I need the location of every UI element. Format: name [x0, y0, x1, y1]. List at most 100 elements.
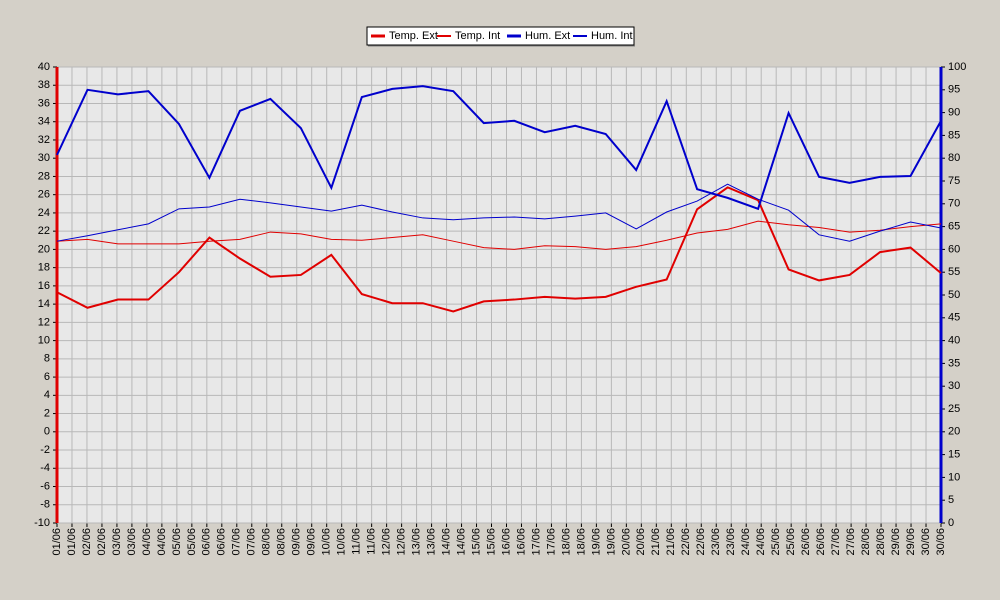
x-tick-label: 22/06: [695, 528, 707, 556]
y-tick-label: 36: [38, 97, 50, 109]
x-tick-label: 02/06: [81, 528, 93, 556]
x-tick-label: 16/06: [515, 528, 527, 556]
x-tick-label: 19/06: [590, 528, 602, 556]
x-tick-label: 26/06: [815, 528, 827, 556]
y-tick-label: 6: [44, 371, 50, 383]
y-tick-label: 20: [38, 243, 50, 255]
y-tick-label: 18: [38, 262, 50, 274]
x-tick-label: 22/06: [680, 528, 692, 556]
y-tick-label: 34: [38, 116, 50, 128]
legend-label: Temp. Int: [455, 30, 500, 42]
y-tick-label: 8: [44, 353, 50, 365]
x-tick-label: 17/06: [545, 528, 557, 556]
x-tick-label: 25/06: [785, 528, 797, 556]
y-tick-label: 32: [38, 134, 50, 146]
x-tick-label: 06/06: [201, 528, 213, 556]
series-line: [56, 183, 942, 242]
legend: Temp. Ext Temp. Int Hum. Ext Hum. Int: [366, 26, 635, 47]
x-tick-label: 13/06: [410, 528, 422, 556]
y-tick-label: 40: [38, 61, 50, 73]
x-tick-label: 11/06: [366, 528, 378, 555]
x-tick-label: 11/06: [351, 528, 363, 555]
y2-tick-label: 50: [948, 289, 960, 301]
legend-label: Hum. Int: [591, 30, 633, 42]
x-tick-label: 20/06: [635, 528, 647, 556]
y2-tick-label: 15: [948, 449, 960, 461]
y-tick-label: -4: [40, 462, 50, 474]
y-tick-label: 4: [44, 389, 50, 401]
x-tick-label: 16/06: [500, 528, 512, 556]
x-tick-label: 03/06: [111, 528, 123, 556]
x-tick-label: 12/06: [396, 528, 408, 556]
x-tick-label: 23/06: [725, 528, 737, 556]
y-tick-label: 16: [38, 280, 50, 292]
x-tick-label: 08/06: [261, 528, 273, 556]
x-tick-label: 09/06: [306, 528, 318, 556]
y2-tick-label: 60: [948, 243, 960, 255]
y-tick-label: 10: [38, 335, 50, 347]
y2-tick-label: 75: [948, 175, 960, 187]
x-tick-label: 18/06: [560, 528, 572, 556]
y-tick-label: 12: [38, 316, 50, 328]
x-tick-label: 26/06: [800, 528, 812, 556]
y-tick-label: -10: [34, 517, 50, 529]
x-tick-label: 13/06: [425, 528, 437, 556]
x-tick-label: 18/06: [575, 528, 587, 556]
y2-tick-label: 45: [948, 312, 960, 324]
x-tick-label: 08/06: [276, 528, 288, 556]
x-tick-label: 05/06: [186, 528, 198, 556]
x-tick-label: 27/06: [830, 528, 842, 556]
series-line: [56, 186, 942, 313]
x-tick-label: 01/06: [66, 528, 78, 556]
y-tick-label: 2: [44, 407, 50, 419]
x-tick-label: 27/06: [845, 528, 857, 556]
y2-tick-label: 95: [948, 84, 960, 96]
x-tick-label: 28/06: [860, 528, 872, 556]
y2-tick-label: 55: [948, 266, 960, 278]
x-tick-label: 09/06: [291, 528, 303, 556]
y-tick-label: 24: [38, 207, 50, 219]
y2-tick-label: 30: [948, 380, 960, 392]
plot-area: [56, 66, 942, 524]
x-tick-label: 03/06: [126, 528, 138, 556]
x-tick-label: 30/06: [935, 528, 947, 556]
y-tick-label: -6: [40, 480, 50, 492]
y2-tick-label: 100: [948, 61, 966, 73]
x-tick-label: 06/06: [216, 528, 228, 556]
y2-tick-label: 70: [948, 198, 960, 210]
x-tick-label: 10/06: [336, 528, 348, 556]
x-tick-label: 04/06: [141, 528, 153, 556]
x-tick-label: 05/06: [171, 528, 183, 556]
x-tick-label: 10/06: [321, 528, 333, 556]
y-tick-label: 0: [44, 426, 50, 438]
legend-label: Temp. Ext: [389, 30, 438, 42]
y2-tick-label: 0: [948, 517, 954, 529]
y2-tick-label: 10: [948, 471, 960, 483]
y2-tick-label: 40: [948, 335, 960, 347]
y-tick-label: 28: [38, 170, 50, 182]
x-tick-label: 02/06: [96, 528, 108, 556]
x-tick-label: 01/06: [51, 528, 63, 556]
y-tick-label: 22: [38, 225, 50, 237]
x-tick-label: 04/06: [156, 528, 168, 556]
legend-box: [366, 26, 635, 46]
y2-tick-label: 85: [948, 129, 960, 141]
x-tick-label: 19/06: [605, 528, 617, 556]
y2-tick-label: 35: [948, 357, 960, 369]
x-tick-label: 29/06: [905, 528, 917, 556]
x-tick-label: 30/06: [920, 528, 932, 556]
y2-tick-label: 65: [948, 221, 960, 233]
x-tick-label: 14/06: [440, 528, 452, 556]
x-tick-label: 24/06: [740, 528, 752, 556]
x-tick-label: 29/06: [890, 528, 902, 556]
series-line: [56, 85, 942, 211]
y-tick-label: 14: [38, 298, 50, 310]
y-tick-label: -2: [40, 444, 50, 456]
x-tick-label: 21/06: [650, 528, 662, 556]
legend-label: Hum. Ext: [525, 30, 570, 42]
y-tick-label: 38: [38, 79, 50, 91]
x-tick-label: 17/06: [530, 528, 542, 556]
y2-tick-label: 90: [948, 107, 960, 119]
x-tick-label: 07/06: [231, 528, 243, 556]
